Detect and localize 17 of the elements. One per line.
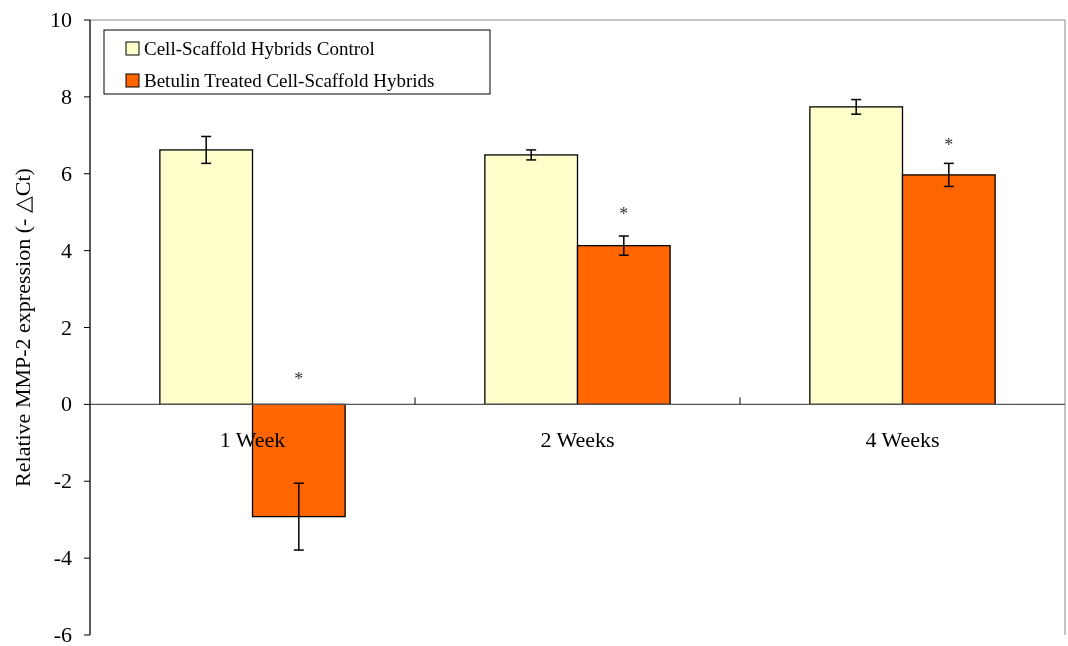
- y-tick-label: 8: [61, 83, 72, 109]
- annotation: *: [944, 135, 954, 155]
- y-axis-title: Relative MMP-2 expression (- △Ct): [10, 168, 35, 487]
- x-tick-label: 2 Weeks: [540, 427, 615, 453]
- y-tick-label: -4: [53, 545, 72, 571]
- y-tick-label: 4: [61, 237, 72, 263]
- x-tick-label: 4 Weeks: [865, 427, 940, 453]
- legend-label: Cell-Scaffold Hybrids Control: [144, 38, 375, 59]
- y-tick-label: 6: [61, 160, 72, 186]
- y-tick-label: -2: [53, 468, 72, 494]
- y-tick-label: 2: [61, 314, 72, 340]
- y-tick-label: 0: [61, 391, 72, 417]
- annotation: *: [619, 204, 629, 225]
- annotation: *: [294, 369, 304, 390]
- y-tick-label: 10: [50, 7, 72, 32]
- y-tick-label: -6: [53, 622, 72, 646]
- legend-label: Betulin Treated Cell-Scaffold Hybrids: [144, 70, 435, 91]
